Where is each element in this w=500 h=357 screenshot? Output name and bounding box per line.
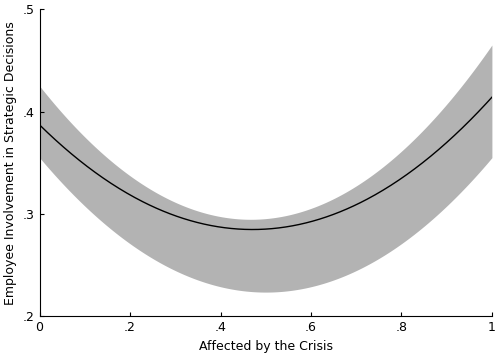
X-axis label: Affected by the Crisis: Affected by the Crisis (198, 340, 332, 353)
Y-axis label: Employee Involvement in Strategic Decisions: Employee Involvement in Strategic Decisi… (4, 21, 17, 305)
